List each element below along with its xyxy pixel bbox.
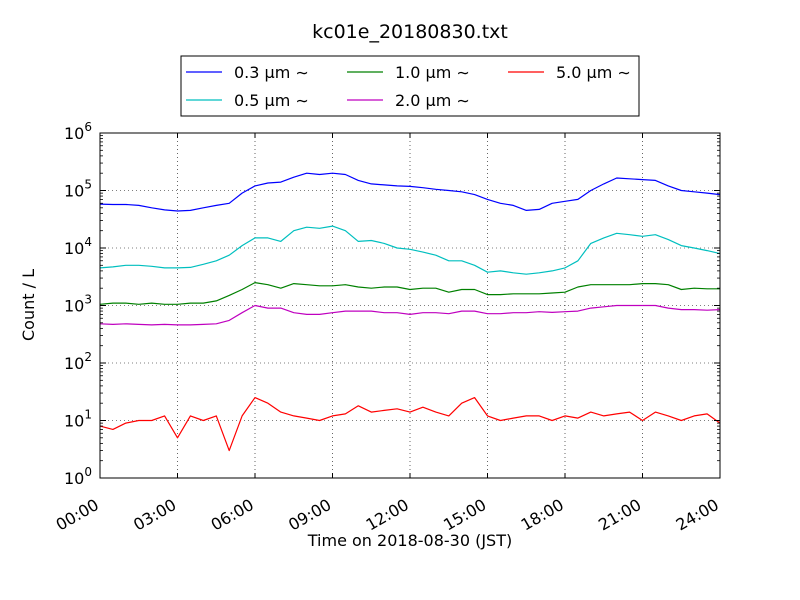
y-tick-exponent: 4 bbox=[84, 235, 92, 249]
series-line-1 bbox=[99, 225, 721, 275]
y-tick-exponent: 3 bbox=[84, 293, 92, 307]
y-tick-base: 10 bbox=[64, 297, 84, 316]
series-layer bbox=[99, 172, 721, 452]
y-tick-base: 10 bbox=[64, 469, 84, 488]
series-line-0 bbox=[99, 172, 721, 212]
series-line-3 bbox=[99, 304, 721, 326]
x-axis-label: Time on 2018-08-30 (JST) bbox=[307, 531, 512, 550]
y-tick-label: 100 bbox=[64, 465, 92, 488]
y-tick-exponent: 2 bbox=[84, 350, 92, 364]
y-tick-label: 101 bbox=[64, 408, 92, 431]
y-axis-label: Count / L bbox=[19, 269, 38, 341]
y-tick-base: 10 bbox=[64, 412, 84, 431]
y-tick-exponent: 1 bbox=[84, 408, 92, 422]
y-tick-label: 102 bbox=[64, 350, 92, 373]
y-tick-label: 105 bbox=[64, 178, 92, 201]
series-line-4 bbox=[99, 397, 721, 452]
y-tick-label: 106 bbox=[64, 120, 92, 143]
series-line-2 bbox=[99, 282, 720, 305]
legend-label: 0.3 μm ∼ bbox=[234, 63, 309, 82]
y-tick-exponent: 5 bbox=[84, 178, 92, 192]
y-tick-base: 10 bbox=[64, 354, 84, 373]
legend-label: 1.0 μm ∼ bbox=[395, 63, 470, 82]
chart-title: kc01e_20180830.txt bbox=[312, 21, 508, 43]
y-tick-base: 10 bbox=[64, 182, 84, 201]
y-tick-exponent: 0 bbox=[84, 465, 92, 479]
legend-label: 2.0 μm ∼ bbox=[395, 91, 470, 110]
legend-label: 5.0 μm ∼ bbox=[556, 63, 631, 82]
y-tick-base: 10 bbox=[64, 239, 84, 258]
y-tick-label: 103 bbox=[64, 293, 92, 316]
y-tick-label: 104 bbox=[64, 235, 92, 258]
y-tick-base: 10 bbox=[64, 124, 84, 143]
legend: 0.3 μm ∼ 0.5 μm ∼ 1.0 μm ∼ 2.0 μm ∼ 5.0 μm ∼ bbox=[180, 55, 640, 117]
legend-label: 0.5 μm ∼ bbox=[234, 91, 309, 110]
y-tick-exponent: 6 bbox=[84, 120, 92, 134]
legend-box bbox=[180, 55, 640, 117]
